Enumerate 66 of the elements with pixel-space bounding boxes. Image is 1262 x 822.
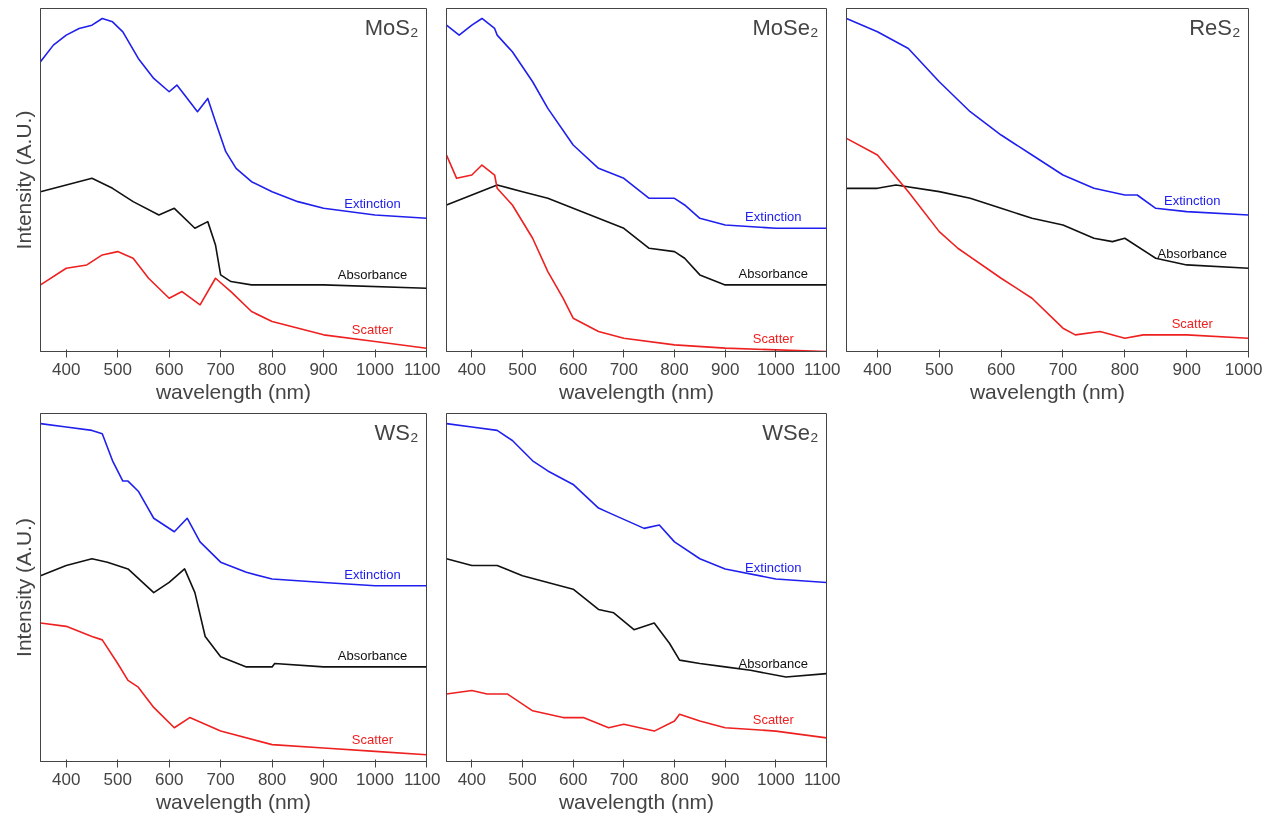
x-tick-label: 900 <box>309 359 338 379</box>
x-tick-label: 700 <box>1048 359 1078 379</box>
series-label: Extinction <box>745 559 802 575</box>
series-label: Extinction <box>1164 192 1221 208</box>
y-axis-title: Intensity (A.U.) <box>11 110 35 250</box>
series-label: Extinction <box>344 566 401 582</box>
x-tick-label: 400 <box>457 769 487 789</box>
y-axis-title: Intensity (A.U.) <box>11 518 35 657</box>
x-tick-label: 500 <box>508 769 537 789</box>
series-label: Absorbance <box>337 267 408 283</box>
x-axis-title: wavelength (nm) <box>154 789 312 813</box>
x-tick-label: 800 <box>660 359 689 379</box>
x-tick-label: 1100 <box>403 359 441 379</box>
series-label: Extinction <box>745 209 802 225</box>
x-tick-label: 900 <box>710 769 740 789</box>
series-label: Absorbance <box>738 655 808 671</box>
chart-title: ReS₂ <box>1189 14 1241 40</box>
x-tick-label: 1000 <box>756 769 795 789</box>
x-tick-label: 1000 <box>1224 359 1262 379</box>
x-tick-label: 600 <box>558 359 588 379</box>
x-tick-label: 1100 <box>803 769 841 789</box>
chart-title: MoS₂ <box>364 14 419 40</box>
x-axis-title: wavelength (nm) <box>968 379 1126 403</box>
series-label: Scatter <box>752 711 795 727</box>
x-axis-title: wavelength (nm) <box>557 789 715 813</box>
x-tick-label: 600 <box>558 769 588 789</box>
x-tick-label: 1100 <box>403 769 441 789</box>
x-tick-label: 1000 <box>356 359 394 379</box>
x-tick-label: 900 <box>309 769 338 789</box>
x-tick-label: 800 <box>1110 359 1139 379</box>
x-tick-label: 800 <box>257 769 287 789</box>
chart-title: WS₂ <box>374 419 419 445</box>
x-tick-label: 500 <box>103 359 132 379</box>
x-tick-label: 500 <box>925 359 954 379</box>
x-tick-label: 500 <box>103 769 132 789</box>
x-tick-label: 400 <box>52 769 81 789</box>
series-label: Absorbance <box>337 647 408 663</box>
x-tick-label: 400 <box>52 359 81 379</box>
x-tick-label: 900 <box>1172 359 1201 379</box>
x-axis-title: wavelength (nm) <box>154 379 312 403</box>
series-label: Scatter <box>1171 316 1214 332</box>
x-tick-label: 800 <box>660 769 689 789</box>
x-tick-label: 900 <box>710 359 740 379</box>
x-tick-label: 400 <box>457 359 487 379</box>
x-tick-label: 800 <box>257 359 287 379</box>
series-label: Scatter <box>351 322 394 338</box>
x-tick-label: 700 <box>206 359 235 379</box>
x-tick-label: 700 <box>609 769 639 789</box>
x-axis-title: wavelength (nm) <box>557 379 715 403</box>
chart-title: MoSe₂ <box>752 14 819 40</box>
x-tick-label: 1000 <box>756 359 795 379</box>
series-label: Extinction <box>344 195 401 211</box>
x-tick-label: 700 <box>609 359 639 379</box>
x-tick-label: 500 <box>508 359 537 379</box>
x-tick-label: 600 <box>154 359 184 379</box>
chart-title: WSe₂ <box>762 419 819 445</box>
series-label: Absorbance <box>738 265 808 281</box>
x-tick-label: 600 <box>154 769 184 789</box>
series-label: Scatter <box>351 732 394 748</box>
x-tick-label: 600 <box>986 359 1016 379</box>
x-tick-label: 1000 <box>356 769 394 789</box>
series-label: Scatter <box>752 330 795 346</box>
series-label: Absorbance <box>1157 246 1227 262</box>
x-tick-label: 400 <box>863 359 892 379</box>
x-tick-label: 700 <box>206 769 235 789</box>
x-tick-label: 1100 <box>803 359 841 379</box>
